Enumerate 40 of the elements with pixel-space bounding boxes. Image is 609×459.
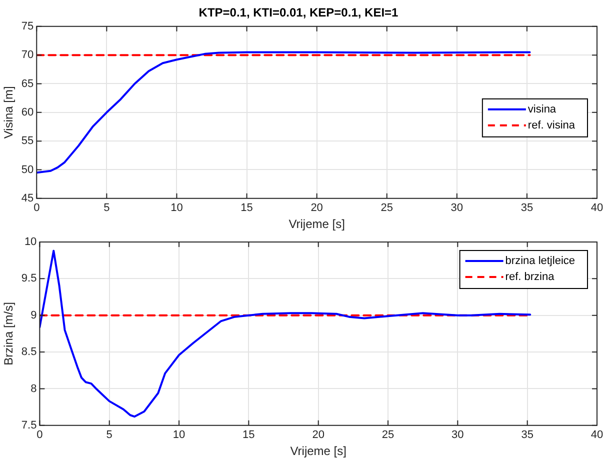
- legend-label: brzina letjleice: [505, 255, 575, 268]
- x-tick-label: 5: [104, 202, 110, 214]
- x-tick-label: 15: [242, 429, 255, 442]
- x-tick-label: 5: [106, 429, 112, 442]
- y-tick-label: 70: [21, 49, 34, 62]
- chart-title: KTP=0.1, KTI=0.01, KEP=0.1, KEI=1: [198, 6, 399, 20]
- y-tick-label: 60: [21, 106, 34, 118]
- x-tick-label: 25: [382, 429, 394, 442]
- legend-label: ref. brzina: [505, 271, 556, 284]
- y-axis-title: Brzina [m/s]: [2, 302, 16, 366]
- x-axis-title: Vrijeme [s]: [288, 217, 345, 232]
- y-tick-label: 55: [21, 135, 34, 148]
- y-tick-label: 9.5: [21, 272, 37, 285]
- y-tick-label: 75: [21, 20, 34, 32]
- y-tick-label: 50: [21, 164, 34, 176]
- x-tick-label: 25: [380, 202, 393, 214]
- x-tick-label: 20: [310, 202, 323, 214]
- x-tick-label: 10: [172, 429, 186, 442]
- x-tick-label: 15: [240, 202, 253, 214]
- y-tick-label: 9: [30, 309, 37, 322]
- x-tick-label: 20: [312, 429, 324, 442]
- y-tick-label: 7.5: [21, 419, 37, 432]
- legend-label: visina: [528, 103, 557, 116]
- x-axis-title: Vrijeme [s]: [290, 444, 346, 458]
- x-tick-label: 30: [450, 202, 464, 214]
- y-tick-label: 8.5: [21, 346, 37, 358]
- y-tick-label: 8: [30, 382, 37, 395]
- y-tick-label: 10: [24, 236, 37, 248]
- x-tick-label: 35: [521, 429, 534, 442]
- x-tick-label: 35: [520, 202, 534, 214]
- x-tick-label: 0: [36, 429, 43, 442]
- x-tick-label: 0: [34, 202, 40, 214]
- y-tick-label: 45: [21, 192, 34, 204]
- x-tick-label: 10: [170, 202, 183, 214]
- y-axis-title: Visina [m]: [2, 86, 16, 139]
- legend-label: ref. visina: [528, 119, 576, 132]
- x-tick-label: 40: [590, 202, 604, 214]
- x-tick-label: 40: [590, 429, 604, 442]
- x-tick-label: 30: [452, 429, 464, 442]
- y-tick-label: 65: [21, 78, 34, 90]
